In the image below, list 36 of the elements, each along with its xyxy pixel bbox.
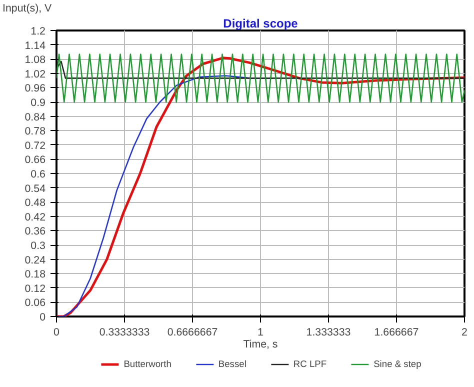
y-tick-label: 0.78: [24, 126, 46, 138]
x-tick-label: 0.3333333: [99, 326, 150, 338]
legend-label: Bessel: [218, 359, 246, 369]
legend-label: RC LPF: [293, 359, 327, 369]
y-tick-label: 0: [40, 312, 46, 324]
y-tick-label: 1.2: [30, 26, 46, 38]
y-tick-label: 0.54: [24, 182, 46, 195]
y-tick-label: 0.9: [30, 97, 46, 109]
y-tick-label: 0.36: [24, 226, 46, 238]
x-axis-title: Time, s: [243, 338, 278, 350]
legend-label: Butterworth: [124, 359, 172, 369]
y-tick-label: 0.48: [24, 197, 46, 210]
y-tick-label: 0.96: [24, 82, 46, 95]
x-tick-label: 0: [54, 326, 60, 338]
chart-title: Digital scope: [223, 16, 298, 30]
y-tick-label: 1.02: [24, 68, 46, 80]
y-tick-label: 0.12: [24, 282, 46, 295]
y-tick-label: 0.84: [24, 111, 46, 124]
y-tick-label: 1.08: [24, 54, 46, 66]
y-tick-label: 0.3: [30, 240, 46, 252]
x-tick-label: 0.6666667: [167, 326, 218, 338]
x-tick-label: 1: [258, 326, 264, 338]
y-tick-label: 0.72: [24, 140, 46, 152]
y-tick-label: 0.42: [24, 211, 46, 224]
y-tick-label: 0.18: [24, 268, 46, 281]
y-tick-label: 0.24: [24, 254, 46, 266]
x-tick-label: 1.666667: [374, 326, 419, 338]
y-tick-label: 1.14: [24, 40, 46, 52]
line-series: [56, 54, 464, 103]
x-tick-label: 1.333333: [306, 326, 351, 338]
y-axis-title: Input(s), V: [2, 2, 53, 14]
x-tick-label: 2: [462, 326, 468, 338]
legend-label: Sine & step: [374, 359, 422, 369]
y-tick-label: 0.66: [24, 154, 46, 166]
y-tick-label: 0.6: [30, 168, 46, 180]
y-tick-label: 0.06: [24, 297, 46, 310]
